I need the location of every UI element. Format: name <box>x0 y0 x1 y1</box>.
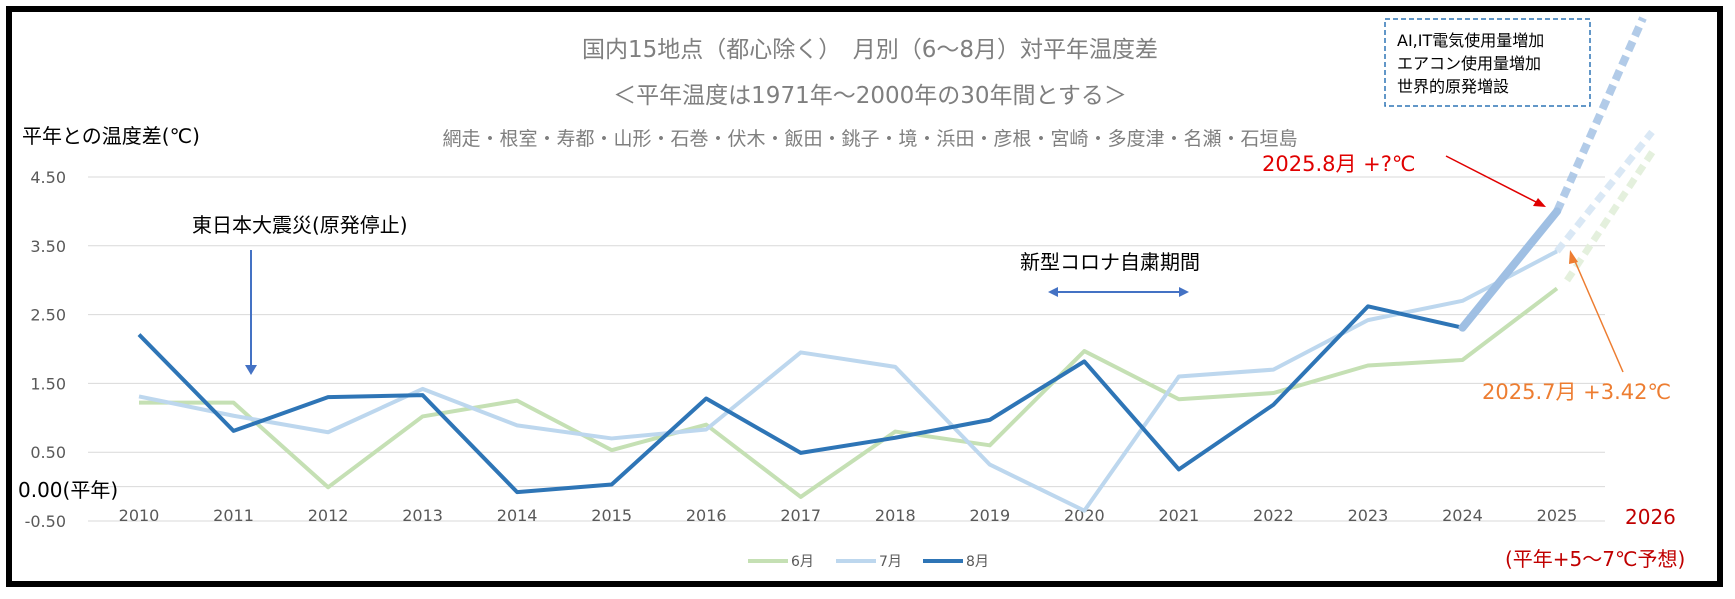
jul-2025-annotation: 2025.7月 +3.42℃ <box>1482 380 1671 404</box>
x-tick-label: 2015 <box>591 506 632 525</box>
earthquake-arrowhead <box>245 365 257 375</box>
station-list: 網走・根室・寿都・山形・石巻・伏木・飯田・銚子・境・浜田・彦根・宮崎・多度津・名… <box>442 128 1297 150</box>
drivers-line-1: AI,IT電気使用量増加 <box>1397 31 1544 50</box>
year-2026-label: 2026 <box>1625 505 1676 529</box>
jul-2025-pointer-head <box>1569 250 1578 264</box>
y-tick-label: 2.50 <box>30 306 66 325</box>
zero-baseline-label: 0.00(平年) <box>18 478 118 502</box>
forecast-label: (平年+5〜7℃予想) <box>1505 547 1685 571</box>
x-tick-label: 2016 <box>686 506 727 525</box>
aug-2025-pointer-head <box>1533 198 1546 207</box>
x-tick-label: 2014 <box>497 506 538 525</box>
chart-subtitle: ＜平年温度は1971年〜2000年の30年間とする＞ <box>613 83 1127 109</box>
drivers-box <box>1384 18 1591 107</box>
x-tick-label: 2023 <box>1348 506 1389 525</box>
y-tick-label: 3.50 <box>30 237 66 256</box>
drivers-line-2: エアコン使用量増加 <box>1397 54 1541 73</box>
series-line-7 <box>138 249 1558 513</box>
y-tick-label: 0.50 <box>30 443 66 462</box>
legend-label: 7月 <box>879 554 902 570</box>
aug-2025-pointer <box>1445 155 1539 204</box>
series-line-6 <box>139 286 1559 499</box>
x-tick-labels: 2010 2011 2012 2013 2014 2015 2016 2017 2018 2019… <box>119 506 1578 525</box>
projection-trends <box>1553 16 1658 283</box>
x-tick-label: 2021 <box>1159 506 1200 525</box>
legend: 6月 7月 8月 <box>748 554 989 570</box>
covid-annotation: 新型コロナ自粛期間 <box>1020 250 1200 274</box>
aug-projection-line <box>1553 16 1647 214</box>
legend-label: 6月 <box>791 554 814 570</box>
jul-projection-line <box>1554 129 1655 254</box>
x-tick-label: 2020 <box>1064 506 1105 525</box>
x-tick-label: 2012 <box>308 506 349 525</box>
x-tick-label: 2018 <box>875 506 916 525</box>
x-tick-label: 2022 <box>1253 506 1294 525</box>
drivers-line-3: 世界的原発増設 <box>1397 77 1509 96</box>
covid-arrowhead-right <box>1179 287 1189 297</box>
series-lines <box>137 207 1561 513</box>
x-tick-label: 2024 <box>1442 506 1483 525</box>
x-tick-label: 2011 <box>213 506 254 525</box>
x-tick-label: 2025 <box>1537 506 1578 525</box>
chart-title: 国内15地点（都心除く） 月別（6〜8月）対平年温度差 <box>582 37 1158 63</box>
aug-2025-projected-segment <box>1458 207 1561 332</box>
jul-2025-pointer <box>1573 258 1624 373</box>
x-tick-label: 2010 <box>119 506 160 525</box>
y-tick-label: -0.50 <box>25 512 66 531</box>
covid-arrowhead-left <box>1048 287 1058 297</box>
earthquake-annotation: 東日本大震災(原発停止) <box>192 213 408 237</box>
y-tick-labels: 4.50 3.50 2.50 1.50 0.50 -0.50 <box>25 168 66 531</box>
aug-2025-annotation: 2025.8月 +?℃ <box>1262 152 1415 176</box>
y-tick-label: 4.50 <box>30 168 66 187</box>
x-tick-label: 2013 <box>402 506 443 525</box>
gridlines <box>88 176 1605 522</box>
y-tick-label: 1.50 <box>30 374 66 393</box>
x-tick-label: 2017 <box>780 506 821 525</box>
x-tick-label: 2019 <box>969 506 1010 525</box>
legend-label: 8月 <box>966 554 989 570</box>
jun-projection-line <box>1564 146 1658 283</box>
series-line-8 <box>137 304 1463 495</box>
y-axis-label: 平年との温度差(℃) <box>22 124 200 148</box>
